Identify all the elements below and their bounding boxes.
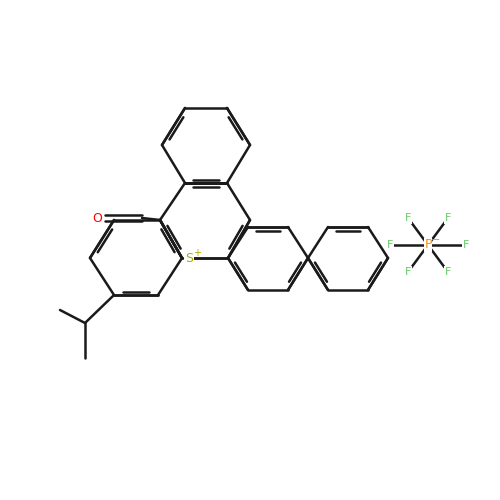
Text: F: F (387, 240, 393, 250)
Text: O: O (92, 212, 102, 224)
Text: F: F (445, 213, 451, 223)
Text: −: − (432, 235, 440, 245)
Text: S: S (185, 252, 193, 264)
Text: F: F (405, 267, 411, 277)
Text: F: F (463, 240, 469, 250)
Text: P: P (424, 238, 432, 252)
Text: F: F (405, 213, 411, 223)
Text: +: + (193, 248, 201, 258)
Text: F: F (445, 267, 451, 277)
